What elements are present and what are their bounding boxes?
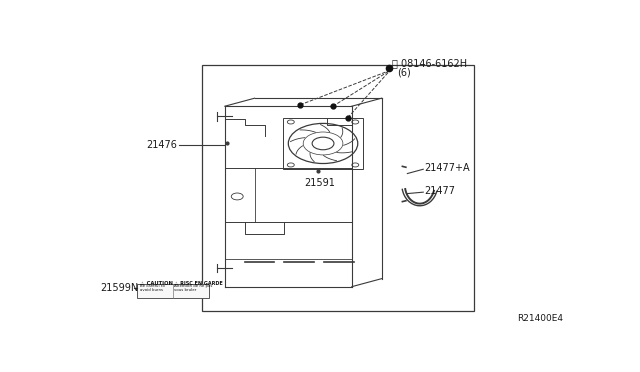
Text: Attention de ne pas
vous bruler: Attention de ne pas vous bruler — [174, 284, 212, 292]
Text: ⚠ CAUTION: ⚠ CAUTION — [140, 281, 173, 286]
Text: 21599N: 21599N — [100, 283, 138, 293]
Text: 21591: 21591 — [304, 178, 335, 188]
Bar — [202, 65, 474, 311]
Bar — [137, 284, 209, 298]
Text: 21476: 21476 — [146, 140, 177, 150]
Text: Be careful to
avoid burns: Be careful to avoid burns — [140, 284, 164, 292]
Text: R21400E4: R21400E4 — [518, 314, 564, 323]
Text: ⚠ RISC EN GARDE: ⚠ RISC EN GARDE — [174, 281, 223, 286]
Text: (6): (6) — [397, 68, 411, 78]
Bar — [284, 118, 363, 169]
Text: Ⓑ 08146-6162H: Ⓑ 08146-6162H — [392, 58, 468, 68]
Text: 21477: 21477 — [425, 186, 456, 196]
Text: 21477+A: 21477+A — [425, 163, 470, 173]
